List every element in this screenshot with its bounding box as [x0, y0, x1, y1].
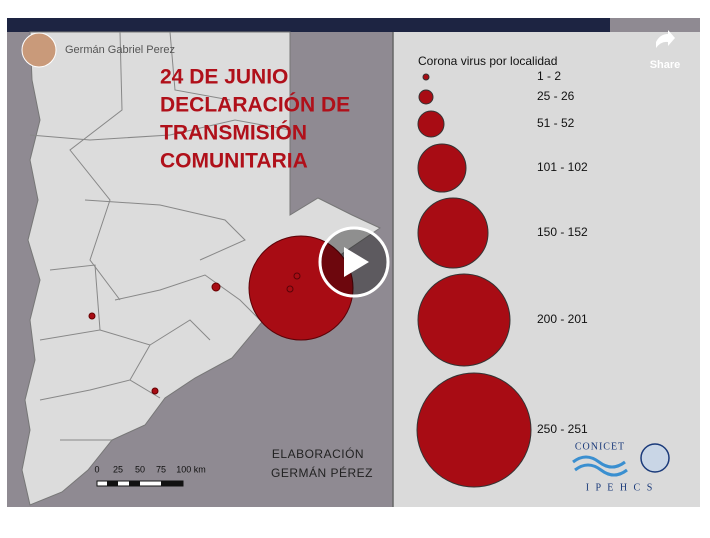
ipehcs-emblem: [640, 443, 670, 473]
channel-name[interactable]: Germán Gabriel Perez: [65, 44, 175, 56]
legend-label: 51 - 52: [537, 116, 575, 130]
conicet-waves: [572, 455, 628, 477]
case-dot: [211, 282, 221, 292]
land: [21, 31, 382, 506]
case-dot: [88, 312, 96, 320]
legend-label: 25 - 26: [537, 89, 575, 103]
case-circle: [248, 235, 354, 341]
credit: ELABORACIÓN: [272, 446, 364, 461]
legend-label: 101 - 102: [537, 160, 588, 174]
legend-circles: [416, 73, 532, 488]
scale-label: 25: [113, 464, 123, 474]
scale-label: 75: [156, 464, 166, 474]
credit: GERMÁN PÉREZ: [271, 465, 373, 480]
map-title: DECLARACIÓN DE: [160, 93, 350, 117]
map-title: 24 DE JUNIO: [160, 66, 288, 89]
scale-label: 0: [94, 464, 99, 474]
scale-label: 50: [135, 464, 145, 474]
case-dot: [151, 387, 159, 395]
legend-title: Corona virus por localidad: [418, 54, 557, 68]
case-dot: [286, 285, 294, 293]
map-title: COMUNITARIA: [160, 150, 308, 173]
legend-label: 150 - 152: [537, 225, 588, 239]
scale-bar: [96, 480, 184, 487]
scale-label: 100 km: [176, 464, 206, 474]
legend-label: 1 - 2: [537, 69, 561, 83]
top-bar: [7, 18, 610, 32]
channel-avatar[interactable]: [21, 32, 57, 68]
share-icon[interactable]: [656, 30, 675, 48]
legend-label: 250 - 251: [537, 422, 588, 436]
conicet-logo: CONICET: [575, 441, 625, 452]
legend-label: 200 - 201: [537, 312, 588, 326]
case-dot: [293, 272, 301, 280]
province-borders: [29, 31, 291, 441]
share-label[interactable]: Share: [650, 59, 681, 71]
play-icon[interactable]: [344, 247, 369, 277]
map-title: TRANSMISIÓN: [160, 121, 307, 145]
ipehcs-logo: I P E H C S: [586, 482, 655, 493]
